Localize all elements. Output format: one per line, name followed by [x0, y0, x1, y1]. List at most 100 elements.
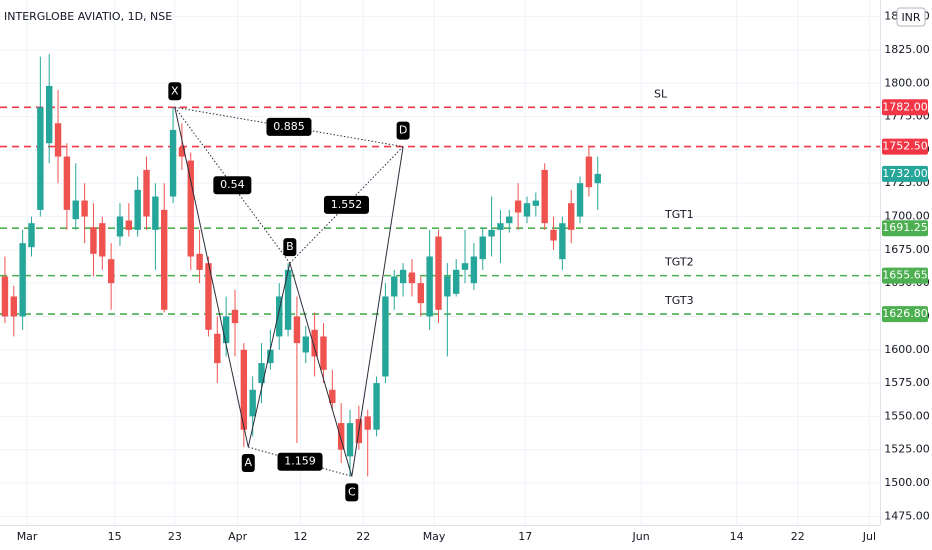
candle-body [320, 336, 327, 370]
level-price-box [882, 220, 928, 237]
candle-body [196, 253, 203, 270]
candle-body [19, 243, 26, 317]
x-tick-label: 14 [730, 530, 744, 543]
x-tick-label: May [423, 530, 446, 543]
candle-body [267, 349, 274, 364]
point-label: A [245, 456, 253, 469]
candle-body [585, 156, 593, 188]
level-price-box [882, 306, 928, 323]
candle-body [497, 223, 504, 230]
candle-body [426, 256, 433, 317]
candle-body [90, 227, 97, 254]
candle-body [178, 147, 186, 157]
x-tick-label: 22 [791, 530, 805, 543]
candle-body [45, 85, 53, 144]
y-tick-label: 1550.00 [884, 409, 930, 422]
candle-body [72, 200, 79, 220]
candle-body [54, 123, 62, 157]
candle-body [116, 216, 124, 237]
candle-body [541, 169, 548, 224]
candle-body [568, 203, 575, 230]
candle-body [523, 203, 531, 217]
candle-body [488, 229, 495, 237]
point-box [396, 121, 410, 140]
level-name: TGT1 [664, 208, 694, 221]
x-tick-label: 15 [108, 530, 122, 543]
currency-label[interactable]: INR [901, 11, 920, 24]
candle-body [506, 216, 513, 224]
candle-body [479, 236, 486, 260]
candle-body [364, 416, 371, 430]
candle-body [373, 383, 380, 430]
candle-body [187, 160, 194, 257]
level-price-box [882, 138, 928, 155]
candle-body [222, 316, 230, 344]
level-price-label: 1655.65 [882, 269, 928, 282]
pattern: 0.885 0.54 1.552 1.159 X A B C D [168, 82, 410, 502]
chart-title: INTERGLOBE AVIATIO, 1D, NSE [4, 10, 172, 23]
candle-body [514, 200, 522, 213]
y-tick-label: 1800.00 [884, 76, 930, 89]
level-name: TGT2 [664, 256, 694, 269]
candle-body [293, 316, 301, 344]
y-tick-label: 1525.00 [884, 443, 930, 456]
currency-badge[interactable] [896, 7, 926, 27]
candle-body [28, 223, 35, 248]
level-price-label: 1626.80 [882, 307, 928, 320]
point-label: D [399, 124, 407, 137]
candle-body [452, 269, 460, 294]
candle-body [391, 276, 398, 297]
x-tick-label: 12 [293, 530, 307, 543]
y-tick-label: 1575.00 [884, 376, 930, 389]
candle-body [107, 259, 115, 284]
candle-body [399, 269, 407, 284]
candle-body [444, 276, 451, 297]
candle-body [435, 236, 442, 310]
x-tick-label: 23 [168, 530, 182, 543]
candle-body [1, 276, 9, 317]
point-box [168, 82, 182, 101]
candle-body [461, 263, 469, 270]
candle-body [576, 183, 584, 217]
candle-body [81, 200, 88, 217]
point-label: B [286, 240, 294, 253]
candle-body [249, 389, 256, 417]
candle-body [417, 283, 425, 304]
y-tick-label: 1825.00 [884, 43, 930, 56]
level-price-box [882, 99, 928, 116]
level-name: SL [654, 87, 668, 100]
y-tick-label: 1475.00 [884, 509, 930, 522]
ratio-box [277, 452, 323, 471]
point-box [345, 483, 359, 502]
y-tick-label: 1675.00 [884, 243, 930, 256]
candle-body [329, 389, 336, 404]
point-label: C [348, 485, 356, 498]
level-price-label: 1691.25 [882, 221, 928, 234]
last-price-label: 1732.00 [882, 167, 928, 180]
candle-body [284, 269, 292, 330]
candle-body [125, 220, 133, 230]
last-price-box [882, 165, 928, 182]
x-tick-label: Mar [17, 530, 38, 543]
ratio-label: 0.54 [220, 178, 245, 191]
candle-body [99, 223, 106, 257]
point-label: X [171, 84, 179, 97]
candle-body [134, 189, 141, 230]
candle-body [63, 156, 71, 210]
ratio-box [323, 195, 369, 214]
x-tick-label: Jul [862, 530, 876, 543]
candle-body [169, 129, 177, 197]
ratio-box [266, 117, 312, 136]
ratio-line [174, 106, 291, 264]
candle-body [470, 256, 478, 284]
level-price-label: 1782.00 [882, 100, 928, 113]
candle-body [302, 336, 309, 353]
y-tick-label: 1600.00 [884, 343, 930, 356]
candle-body [205, 263, 212, 330]
candle-body [346, 423, 354, 457]
levels: SL TGT1 TGT2 TGT3 [0, 87, 880, 315]
x-tick-label: Jun [632, 530, 650, 543]
ratio-label: 1.552 [331, 198, 363, 211]
